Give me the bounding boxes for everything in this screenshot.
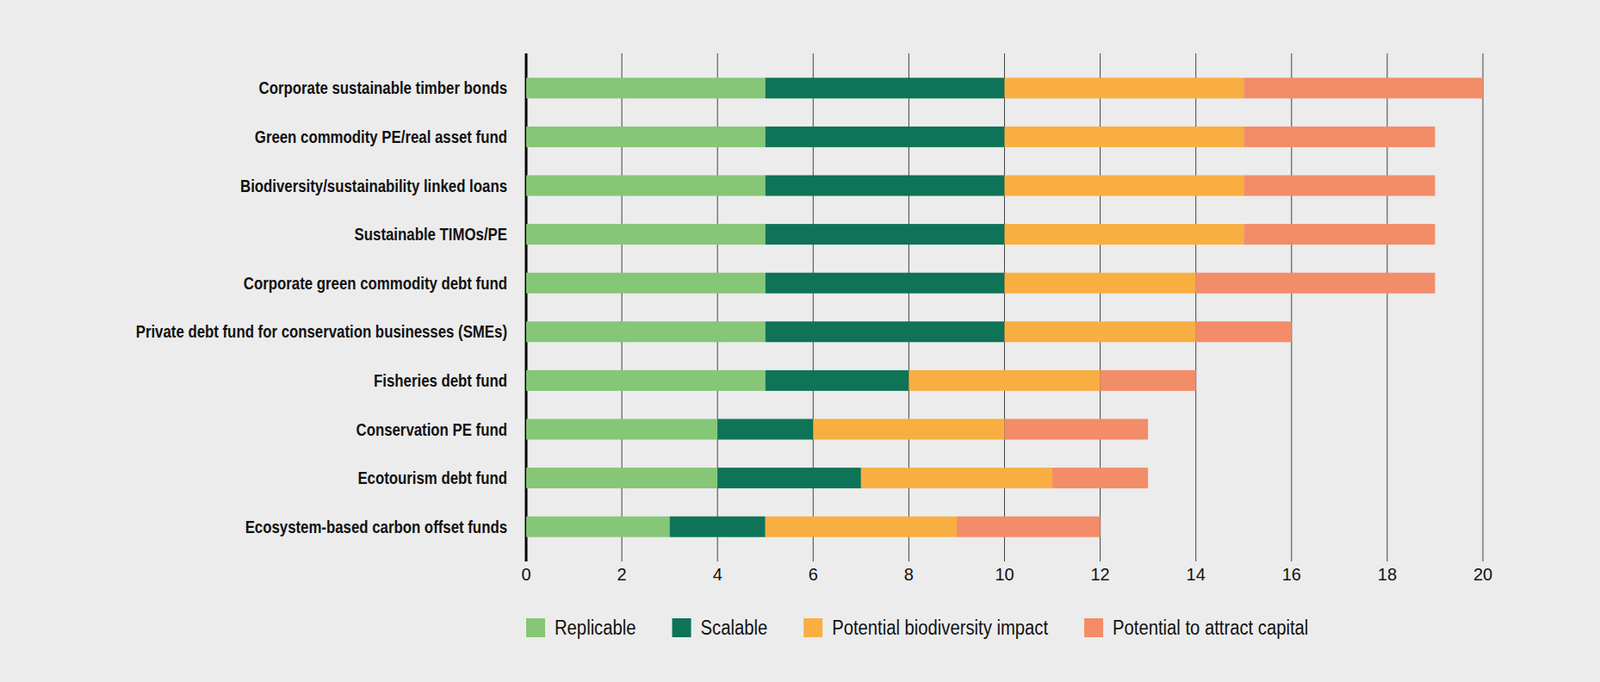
category-label: Ecosystem-based carbon offset funds	[245, 516, 508, 537]
tick-label: 20	[1473, 564, 1493, 584]
bar-segment	[765, 321, 1005, 342]
bar-segment	[956, 516, 1101, 538]
bar-segment	[765, 77, 1005, 99]
bar-segment	[861, 467, 1053, 489]
tick-label: 8	[904, 564, 914, 584]
bar-segment	[812, 419, 1005, 441]
bar-segment	[526, 126, 766, 148]
legend-label: Scalable	[700, 616, 769, 639]
category-label: Ecotourism debt fund	[357, 467, 508, 488]
tick-label: 16	[1282, 564, 1302, 584]
bar-segment	[1004, 419, 1149, 441]
tick-label: 2	[617, 564, 627, 584]
bar-segment	[1004, 223, 1245, 245]
legend-label: Potential to attract capital	[1112, 616, 1309, 639]
category-label: Private debt fund for conservation busin…	[136, 321, 508, 342]
bar-segment	[1243, 175, 1435, 197]
legend-label: Potential biodiversity impact	[831, 616, 1049, 639]
tick-label: 12	[1090, 564, 1110, 584]
bar-segment	[1004, 175, 1245, 197]
tick-label: 10	[994, 564, 1014, 584]
tick-label: 18	[1377, 564, 1397, 584]
bar-segment	[1004, 77, 1245, 99]
bar-segment	[1196, 321, 1292, 342]
category-label: Corporate green commodity debt fund	[243, 272, 508, 293]
bar-segment	[669, 516, 766, 538]
category-label: Sustainable TIMOs/PE	[354, 223, 508, 244]
category-label: Fisheries debt fund	[373, 370, 508, 391]
bar-segment	[526, 467, 718, 489]
tick-label: 0	[520, 564, 531, 584]
bar-segment	[765, 126, 1005, 148]
bar-segment	[1196, 272, 1436, 294]
chart: 0 2 4 6 8 10 12 14 16 18 20 Corporate sustainable t…	[0, 0, 1600, 682]
category-label: Biodiversity/sustainability linked loans	[240, 175, 508, 196]
bar-segment	[765, 223, 1005, 245]
tick-label: 4	[713, 564, 723, 584]
bar-segment	[1100, 370, 1197, 391]
bar-segment	[717, 467, 862, 489]
bar-segment	[1004, 126, 1245, 148]
bar-segment	[717, 419, 813, 441]
bar-segment	[908, 370, 1100, 391]
bar-segment	[526, 223, 766, 245]
category-label: Green commodity PE/real asset fund	[254, 126, 508, 147]
bar-segment	[526, 516, 670, 538]
background	[0, 0, 1600, 682]
bar-segment	[526, 272, 766, 294]
bar-segment	[526, 370, 766, 391]
legend-swatch	[803, 618, 823, 638]
bar-segment	[765, 370, 910, 391]
category-label: Corporate sustainable timber bonds	[259, 77, 508, 98]
bar-segment	[526, 419, 718, 441]
bar-segment	[765, 516, 957, 538]
grid-line	[1482, 53, 1484, 562]
bar-segment	[1004, 321, 1197, 342]
bar-segment	[1052, 467, 1148, 489]
bar-segment	[1004, 272, 1197, 294]
legend-swatch	[1084, 618, 1104, 638]
tick-label: 14	[1186, 564, 1206, 584]
bar-segment	[1243, 126, 1435, 148]
legend-label: Replicable	[554, 616, 637, 639]
bar-segment	[526, 321, 766, 342]
legend-swatch	[526, 618, 546, 638]
bar-segment	[765, 272, 1005, 294]
bars	[526, 77, 1483, 537]
tick-label: 6	[808, 564, 819, 584]
category-label: Conservation PE fund	[356, 419, 508, 440]
bar-segment	[1243, 77, 1483, 99]
legend-swatch	[672, 618, 692, 638]
bar-segment	[526, 77, 766, 99]
bar-segment	[1243, 223, 1435, 245]
bar-segment	[526, 175, 766, 197]
bar-segment	[765, 175, 1005, 197]
